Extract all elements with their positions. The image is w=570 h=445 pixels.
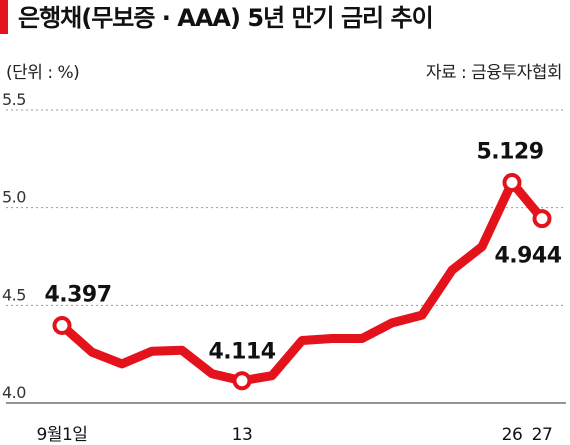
data-point-marker <box>232 371 252 391</box>
x-tick-label: 9월1일 <box>37 425 88 445</box>
source-label: 자료 : 금융투자협회 <box>425 63 563 83</box>
x-tick-label: 26 <box>502 425 523 445</box>
data-label: 5.129 <box>476 139 543 164</box>
data-label: 4.397 <box>44 282 111 307</box>
unit-label: (단위 : %) <box>6 63 80 83</box>
data-label: 4.944 <box>494 244 561 269</box>
series-line <box>57 178 547 386</box>
y-tick-label: 4.5 <box>2 285 26 304</box>
title-accent-bar <box>0 0 8 34</box>
data-point-marker <box>52 315 72 335</box>
data-label: 4.114 <box>208 340 275 365</box>
x-tick-label: 27 <box>532 425 553 445</box>
x-tick-label: 13 <box>232 425 253 445</box>
y-tick-label: 5.0 <box>2 188 26 207</box>
chart-title: 은행채(무보증 · AAA) 5년 만기 금리 추이 <box>18 4 434 32</box>
data-point-marker <box>532 209 552 229</box>
y-tick-label: 5.5 <box>2 90 26 109</box>
y-tick-label: 4.0 <box>2 383 26 402</box>
data-point-marker <box>502 172 522 192</box>
